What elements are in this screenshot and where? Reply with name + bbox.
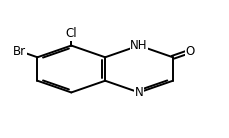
Text: Br: Br bbox=[13, 45, 26, 58]
Text: N: N bbox=[134, 86, 143, 99]
Text: O: O bbox=[185, 45, 194, 58]
Text: NH: NH bbox=[130, 39, 147, 52]
Text: Cl: Cl bbox=[65, 27, 77, 40]
